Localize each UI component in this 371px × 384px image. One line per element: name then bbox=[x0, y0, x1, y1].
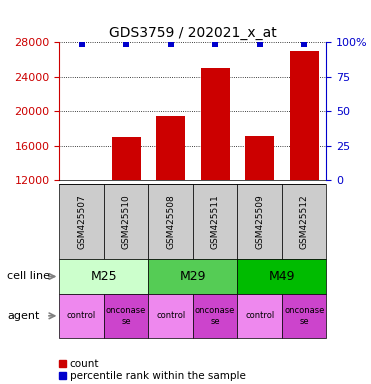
Bar bbox=[193, 294, 237, 338]
Bar bbox=[282, 184, 326, 259]
Point bbox=[257, 41, 263, 47]
Bar bbox=[193, 184, 237, 259]
Text: M25: M25 bbox=[91, 270, 117, 283]
Text: onconase
se: onconase se bbox=[284, 306, 324, 326]
Bar bbox=[148, 294, 193, 338]
Point bbox=[212, 41, 218, 47]
Bar bbox=[104, 294, 148, 338]
Text: agent: agent bbox=[7, 311, 40, 321]
Text: GSM425508: GSM425508 bbox=[166, 194, 175, 249]
Text: percentile rank within the sample: percentile rank within the sample bbox=[70, 371, 246, 381]
Text: M29: M29 bbox=[180, 270, 206, 283]
Bar bbox=[237, 259, 326, 294]
Bar bbox=[201, 68, 230, 180]
Text: control: control bbox=[245, 311, 274, 320]
Text: cell line: cell line bbox=[7, 271, 50, 281]
Text: GSM425512: GSM425512 bbox=[300, 194, 309, 249]
Text: count: count bbox=[70, 359, 99, 369]
Bar bbox=[104, 184, 148, 259]
Point bbox=[123, 41, 129, 47]
Point bbox=[79, 41, 85, 47]
Point bbox=[168, 41, 174, 47]
Text: GSM425507: GSM425507 bbox=[77, 194, 86, 249]
Bar bbox=[59, 259, 148, 294]
Text: M49: M49 bbox=[269, 270, 295, 283]
Text: GSM425509: GSM425509 bbox=[255, 194, 264, 249]
Text: GSM425511: GSM425511 bbox=[211, 194, 220, 249]
Bar bbox=[237, 294, 282, 338]
Bar bbox=[237, 184, 282, 259]
Title: GDS3759 / 202021_x_at: GDS3759 / 202021_x_at bbox=[109, 26, 277, 40]
Text: control: control bbox=[67, 311, 96, 320]
Text: GSM425510: GSM425510 bbox=[122, 194, 131, 249]
Bar bbox=[59, 294, 104, 338]
Bar bbox=[148, 184, 193, 259]
Point bbox=[301, 41, 307, 47]
Bar bbox=[290, 51, 319, 180]
Bar bbox=[112, 137, 141, 180]
Bar bbox=[148, 259, 237, 294]
Bar bbox=[156, 116, 185, 180]
Text: onconase
se: onconase se bbox=[106, 306, 146, 326]
Text: control: control bbox=[156, 311, 185, 320]
Bar bbox=[282, 294, 326, 338]
Text: onconase
se: onconase se bbox=[195, 306, 235, 326]
Bar bbox=[245, 136, 274, 180]
Bar bbox=[59, 184, 104, 259]
